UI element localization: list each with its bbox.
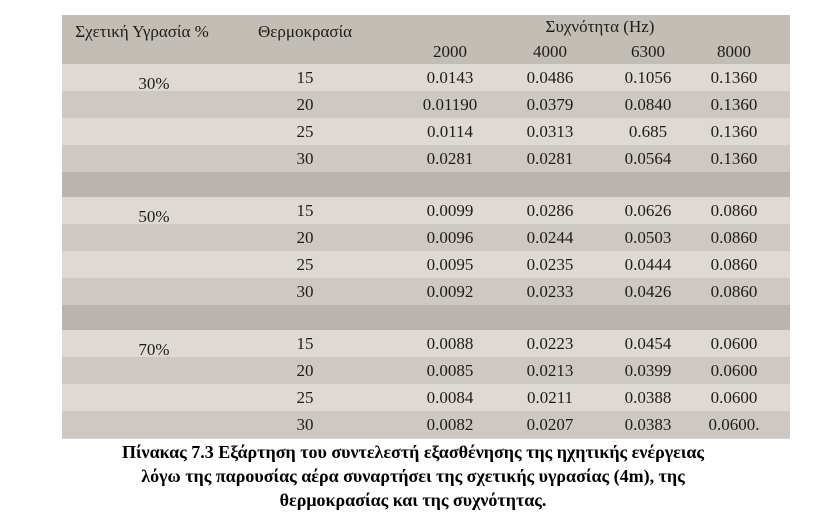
temperature-cell: 30 xyxy=(296,281,314,301)
temperature-cell: 15 xyxy=(296,333,314,353)
value-cell: 0.0095 xyxy=(426,254,474,274)
value-cell: 0.0600. xyxy=(708,414,760,434)
header-frequency-value: 2000 xyxy=(433,42,467,61)
value-cell: 0.0564 xyxy=(624,148,672,168)
temperature-cell: 15 xyxy=(296,200,314,220)
value-cell: 0.0860 xyxy=(710,254,758,274)
header-frequency-value: 6300 xyxy=(631,42,665,61)
value-cell: 0.0085 xyxy=(426,360,474,380)
value-cell: 0.0286 xyxy=(526,200,574,220)
row-band xyxy=(62,384,790,411)
value-cell: 0.1360 xyxy=(710,94,758,114)
row-band xyxy=(62,118,790,145)
header-humidity: Σχετική Υγρασία % xyxy=(75,22,209,41)
header-frequency-value: 4000 xyxy=(533,42,567,61)
value-cell: 0.0099 xyxy=(426,200,474,220)
value-cell: 0.0486 xyxy=(526,67,574,87)
value-cell: 0.0114 xyxy=(426,121,474,141)
value-cell: 0.0626 xyxy=(624,200,672,220)
caption-line: θερμοκρασίας και της συχνότητας. xyxy=(279,490,547,510)
row-band xyxy=(62,64,790,91)
temperature-cell: 25 xyxy=(296,121,314,141)
value-cell: 0.1056 xyxy=(624,67,672,87)
value-cell: 0.0313 xyxy=(526,121,574,141)
header-band xyxy=(62,15,790,64)
value-cell: 0.1360 xyxy=(710,67,758,87)
temperature-cell: 15 xyxy=(296,67,314,87)
row-band xyxy=(62,411,790,438)
value-cell: 0.0399 xyxy=(624,360,672,380)
value-cell: 0.0207 xyxy=(526,414,574,434)
temperature-cell: 20 xyxy=(296,360,314,380)
row-band xyxy=(62,224,790,251)
group-separator xyxy=(62,305,790,330)
temperature-cell: 20 xyxy=(296,94,314,114)
value-cell: 0.0600 xyxy=(710,333,758,353)
value-cell: 0.0233 xyxy=(526,281,574,301)
temperature-cell: 20 xyxy=(296,227,314,247)
value-cell: 0.0223 xyxy=(526,333,574,353)
row-band xyxy=(62,330,790,357)
value-cell: 0.0860 xyxy=(710,227,758,247)
value-cell: 0.0235 xyxy=(526,254,574,274)
value-cell: 0.0600 xyxy=(710,387,758,407)
table: Σχετική Υγρασία % Θερμοκρασία Συχνότητα (H… xyxy=(62,15,790,439)
header-frequency-value: 8000 xyxy=(717,42,751,61)
row-band xyxy=(62,145,790,172)
value-cell: 0.1360 xyxy=(710,148,758,168)
row-band xyxy=(62,251,790,278)
value-cell: 0.0281 xyxy=(426,148,474,168)
value-cell: 0.0503 xyxy=(624,227,672,247)
value-cell: 0.0600 xyxy=(710,360,758,380)
value-cell: 0.0082 xyxy=(426,414,474,434)
caption-line: Πίνακας 7.3 Εξάρτηση του συντελεστή εξασ… xyxy=(121,442,705,462)
value-cell: 0.0088 xyxy=(426,333,474,353)
value-cell: 0.0388 xyxy=(624,387,672,407)
humidity-label: 30% xyxy=(138,73,170,93)
row-band xyxy=(62,278,790,305)
value-cell: 0.0444 xyxy=(624,254,672,274)
row-band xyxy=(62,197,790,224)
humidity-label: 50% xyxy=(138,206,170,226)
value-cell: 0.0213 xyxy=(526,360,574,380)
header-temperature: Θερμοκρασία xyxy=(257,22,353,41)
row-band xyxy=(62,91,790,118)
value-cell: 0.0426 xyxy=(624,281,672,301)
value-cell: 0.0143 xyxy=(426,67,474,87)
value-cell: 0.0840 xyxy=(624,94,672,114)
value-cell: 0.0281 xyxy=(526,148,574,168)
value-cell: 0.0096 xyxy=(426,227,474,247)
value-cell: 0.0092 xyxy=(426,281,474,301)
value-cell: 0.0084 xyxy=(426,387,474,407)
temperature-cell: 25 xyxy=(296,387,314,407)
value-cell: 0.0454 xyxy=(624,333,672,353)
caption-line: λόγω της παρουσίας αέρα συναρτήσει της σ… xyxy=(141,466,685,486)
value-cell: 0.0860 xyxy=(710,281,758,301)
row-band xyxy=(62,357,790,384)
value-cell: 0.685 xyxy=(628,121,668,141)
temperature-cell: 30 xyxy=(296,148,314,168)
value-cell: 0.0383 xyxy=(624,414,672,434)
value-cell: 0.01190 xyxy=(422,94,478,114)
value-cell: 0.0244 xyxy=(526,227,574,247)
header-frequency: Συχνότητα (Hz) xyxy=(545,17,655,36)
value-cell: 0.0860 xyxy=(710,200,758,220)
value-cell: 0.0211 xyxy=(526,387,574,407)
group-separator xyxy=(62,172,790,197)
humidity-label: 70% xyxy=(138,339,170,359)
value-cell: 0.0379 xyxy=(526,94,574,114)
value-cell: 0.1360 xyxy=(710,121,758,141)
temperature-cell: 25 xyxy=(296,254,314,274)
temperature-cell: 30 xyxy=(296,414,314,434)
